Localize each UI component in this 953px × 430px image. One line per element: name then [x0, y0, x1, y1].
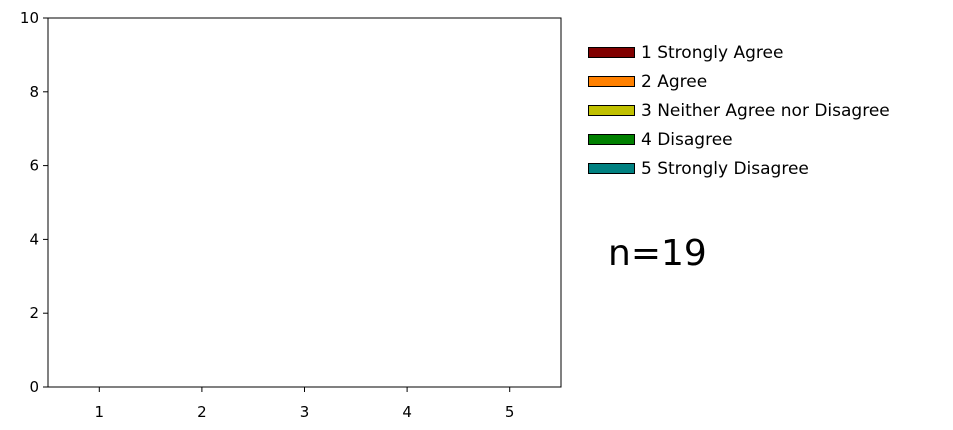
legend-swatch — [588, 163, 635, 174]
legend-swatch — [588, 47, 635, 58]
legend-swatch — [588, 105, 635, 116]
legend-item-disagree: 4 Disagree — [588, 125, 890, 154]
legend-label: 5 Strongly Disagree — [641, 158, 809, 179]
x-tick-label: 3 — [300, 403, 310, 421]
chart-legend: 1 Strongly Agree 2 Agree 3 Neither Agree… — [588, 38, 890, 183]
legend-item-strongly-disagree: 5 Strongly Disagree — [588, 154, 890, 183]
x-tick-label: 2 — [197, 403, 207, 421]
y-tick-label: 2 — [29, 304, 39, 322]
legend-label: 4 Disagree — [641, 129, 733, 150]
legend-label: 2 Agree — [641, 71, 708, 92]
legend-label: 3 Neither Agree nor Disagree — [641, 100, 890, 121]
x-tick-label: 4 — [402, 403, 412, 421]
legend-swatch — [588, 134, 635, 145]
axes-group — [47, 17, 562, 388]
legend-item-neither: 3 Neither Agree nor Disagree — [588, 96, 890, 125]
legend-label: 1 Strongly Agree — [641, 42, 784, 63]
legend-item-strongly-agree: 1 Strongly Agree — [588, 38, 890, 67]
y-tick-label: 4 — [29, 230, 39, 248]
sample-size-annotation: n=19 — [608, 233, 707, 274]
plot-area-frame — [47, 17, 562, 388]
y-tick-label: 0 — [29, 378, 39, 396]
y-tick-label: 10 — [20, 9, 39, 27]
x-tick-label: 5 — [505, 403, 515, 421]
legend-item-agree: 2 Agree — [588, 67, 890, 96]
legend-swatch — [588, 76, 635, 87]
y-tick-label: 6 — [29, 157, 39, 175]
x-tick-label: 1 — [95, 403, 105, 421]
y-tick-label: 8 — [29, 83, 39, 101]
